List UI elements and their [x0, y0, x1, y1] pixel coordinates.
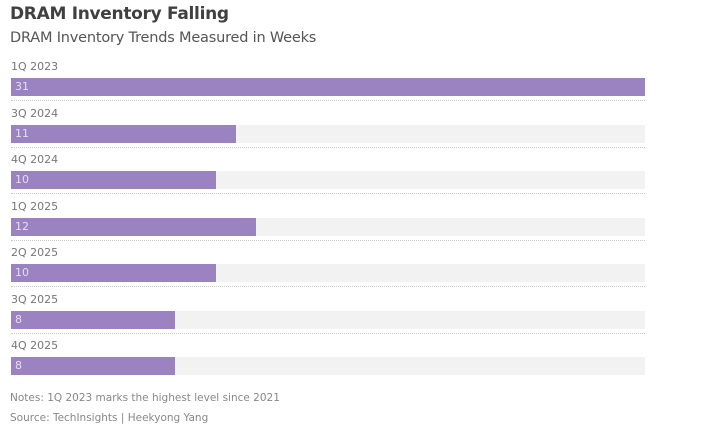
- bar-track: 12: [11, 217, 645, 236]
- data-label: 8: [15, 312, 22, 326]
- bar: 10: [11, 264, 216, 282]
- row-divider: [11, 193, 645, 194]
- bar: 31: [11, 78, 645, 96]
- bar: 8: [11, 310, 175, 329]
- bar-track: 31: [11, 78, 645, 96]
- source: Source: TechInsights | Heekyong Yang: [10, 412, 209, 424]
- category-label: 3Q 2024: [11, 106, 59, 120]
- row-divider: [11, 286, 645, 287]
- bar: 10: [11, 171, 216, 189]
- bar-track: 11: [11, 124, 645, 143]
- bar: 12: [11, 217, 257, 236]
- bar-track: 10: [11, 264, 645, 282]
- data-label: 8: [15, 359, 22, 372]
- row-divider: [11, 100, 645, 101]
- bar: 11: [11, 124, 236, 143]
- category-label: 4Q 2024: [11, 153, 59, 166]
- data-label: 12: [15, 219, 29, 233]
- bar-track: 10: [11, 171, 645, 189]
- chart-title: DRAM Inventory Falling: [10, 4, 229, 24]
- bar-track: 8: [11, 357, 645, 375]
- chart-subtitle: DRAM Inventory Trends Measured in Weeks: [10, 30, 317, 46]
- category-label: 2Q 2025: [11, 246, 59, 259]
- data-label: 11: [15, 126, 29, 140]
- data-label: 10: [15, 266, 29, 279]
- notes: Notes: 1Q 2023 marks the highest level s…: [10, 392, 280, 404]
- category-label: 4Q 2025: [11, 339, 59, 352]
- category-label: 1Q 2025: [11, 199, 59, 213]
- data-label: 31: [15, 80, 29, 93]
- category-label: 3Q 2025: [11, 292, 59, 306]
- category-label: 1Q 2023: [11, 60, 59, 73]
- data-label: 10: [15, 173, 29, 186]
- bar: 8: [11, 357, 175, 375]
- row-divider: [11, 239, 645, 241]
- row-divider: [11, 332, 645, 334]
- bar-track: 8: [11, 310, 645, 329]
- row-divider: [11, 146, 645, 148]
